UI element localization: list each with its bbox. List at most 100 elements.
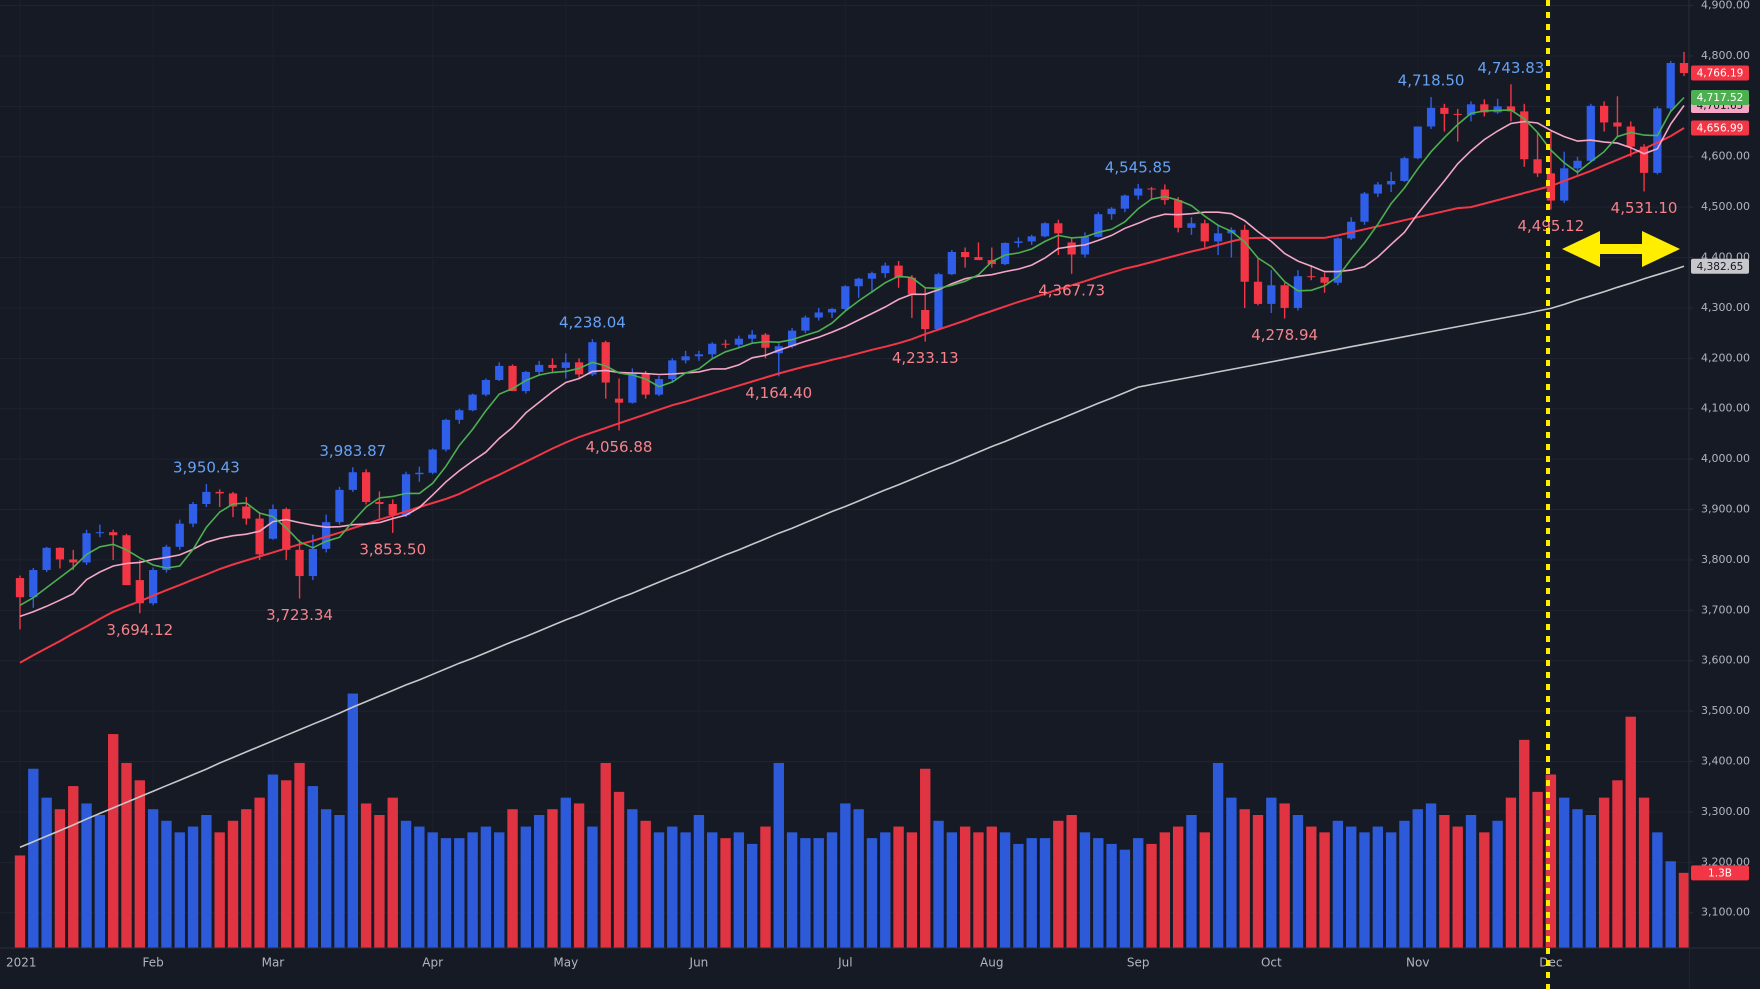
candle-body: [921, 309, 930, 330]
candle-body: [1586, 105, 1595, 161]
candle-body: [428, 449, 437, 473]
candle-body: [69, 559, 78, 563]
volume-bar: [1292, 815, 1304, 948]
volume-bar: [1199, 832, 1210, 948]
high-label: 4,743.83: [1478, 59, 1545, 77]
volume-bar: [507, 809, 518, 948]
y-tick-label: 3,900.00: [1701, 503, 1750, 516]
volume-bar: [334, 815, 345, 948]
candle-body: [894, 265, 903, 278]
x-tick-label: Jul: [837, 956, 852, 970]
volume-bar: [161, 820, 172, 948]
candle-body: [202, 491, 211, 504]
axes: 3,100.00 3,200.00 3,300.00 3,400.00 3,500.00…: [6, 0, 1750, 970]
volume-bar: [134, 780, 145, 948]
candle-body: [1666, 62, 1675, 109]
volume-bar: [1545, 774, 1557, 948]
volume-bar: [733, 832, 745, 948]
candle-body: [801, 317, 810, 331]
candle-body: [1307, 276, 1316, 278]
y-tick-label: 4,900.00: [1701, 0, 1750, 12]
volume-bar: [494, 832, 505, 948]
volume-bar: [680, 832, 691, 948]
volume-bar: [880, 832, 891, 948]
candle-body: [109, 532, 118, 536]
volume-bar: [1252, 815, 1264, 948]
y-tick-label: 3,200.00: [1701, 855, 1750, 868]
volume-bar: [254, 797, 265, 948]
volume-bar: [1665, 861, 1676, 948]
volume-bar: [627, 809, 638, 948]
candle-body: [1653, 108, 1662, 173]
volume-bar: [786, 832, 798, 948]
volume-bar: [800, 838, 811, 948]
volume-bar: [560, 797, 571, 948]
y-tick-label: 3,800.00: [1701, 553, 1750, 566]
candle-body: [42, 547, 51, 571]
y-tick-label: 4,600.00: [1701, 150, 1750, 163]
volume-bar: [1625, 716, 1636, 948]
y-tick-label: 4,500.00: [1701, 200, 1750, 213]
volume-bar: [374, 815, 385, 948]
candle-body: [348, 472, 357, 490]
volume-bar: [1559, 797, 1570, 948]
volume-bar: [1412, 809, 1423, 948]
volume-bar: [640, 820, 651, 948]
volume-bar: [693, 815, 705, 948]
volume-bar: [41, 797, 52, 948]
volume-bar: [720, 838, 731, 948]
candle-body: [614, 398, 624, 403]
volume-bar: [1306, 826, 1317, 948]
volume-bar: [760, 826, 771, 948]
volume-bar: [241, 809, 252, 948]
volume-bar: [933, 820, 944, 948]
candle-body: [1134, 188, 1143, 196]
volume-bar: [1585, 815, 1597, 948]
y-tick-label: 3,400.00: [1701, 755, 1750, 768]
candle-body: [215, 491, 224, 494]
volume-bar: [1239, 809, 1250, 948]
low-label: 4,531.10: [1611, 199, 1678, 217]
candle-body: [308, 548, 317, 577]
price-badge-label: 1.3B: [1708, 867, 1732, 879]
price-badge: [1691, 65, 1749, 81]
volume-bar: [533, 815, 545, 948]
candle-body: [375, 501, 384, 504]
y-tick-label: 4,300.00: [1701, 301, 1750, 314]
candle-body: [95, 532, 104, 534]
candle-body: [841, 286, 850, 309]
volume-bar: [1186, 815, 1197, 948]
low-label: 3,723.34: [266, 606, 333, 624]
volume-bar: [94, 815, 106, 948]
volume-bar: [1652, 832, 1663, 948]
volume-bar: [959, 826, 971, 948]
volume-bar: [1066, 815, 1077, 948]
y-tick-label: 3,600.00: [1701, 654, 1750, 667]
volume-bar: [440, 838, 452, 948]
candle-body: [668, 360, 677, 379]
volume-bar: [920, 768, 931, 948]
volume-bar: [520, 826, 532, 948]
volume-bar: [320, 809, 332, 948]
high-label: 3,983.87: [319, 442, 386, 460]
volume-bar: [107, 734, 119, 948]
candle-body: [1613, 122, 1622, 127]
volume-bar: [573, 803, 585, 948]
candle-body: [1626, 126, 1635, 147]
candle-body: [468, 394, 477, 411]
volume-bar: [1638, 797, 1650, 948]
volume-bar: [28, 768, 39, 948]
candle-body: [255, 518, 264, 555]
price-badge-label: 4,656.99: [1697, 123, 1744, 135]
volume-bar: [1572, 809, 1583, 948]
volume-bar: [587, 826, 598, 948]
candle-body: [388, 503, 397, 516]
volume-bar: [1039, 838, 1051, 948]
candle-body: [242, 506, 251, 519]
candle-body: [1027, 236, 1036, 242]
volume-bar: [307, 786, 319, 948]
volume-bar: [201, 815, 212, 948]
volume-bar: [1532, 791, 1543, 948]
candle-body: [867, 273, 877, 279]
volume-bar: [1492, 820, 1503, 948]
